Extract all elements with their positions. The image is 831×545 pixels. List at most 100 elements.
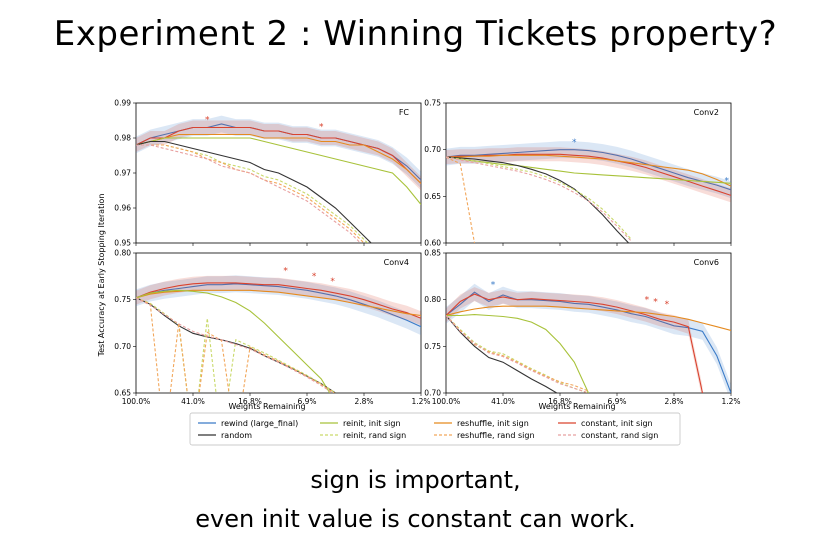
results-figure: Test Accuracy at Early Stopping Iteratio… xyxy=(90,95,750,455)
x-tick-label: 2.8% xyxy=(664,397,683,406)
panel-title: FC xyxy=(399,108,410,117)
series-line-rewind xyxy=(446,149,731,191)
x-tick-label: 16.8% xyxy=(238,397,262,406)
series-line-reshuffle_rand xyxy=(136,144,365,243)
series-line-reshuffle_rand xyxy=(446,315,589,392)
series-line-reinit_init xyxy=(446,156,731,184)
series-line-reshuffle_rand xyxy=(446,156,476,243)
best-marker-star: * xyxy=(724,176,729,186)
y-tick-label: 0.98 xyxy=(114,134,131,143)
caption-line-2: even init value is constant can work. xyxy=(195,505,636,533)
series-line-rewind xyxy=(446,291,731,393)
x-tick-label: 100.0% xyxy=(122,397,151,406)
y-tick-label: 0.70 xyxy=(114,342,131,351)
best-marker-star: * xyxy=(205,115,210,125)
series-line-constant_init xyxy=(446,293,704,393)
series-band-constant_init xyxy=(136,120,421,191)
series-line-reinit_rand xyxy=(446,156,632,240)
y-tick-label: 0.97 xyxy=(114,169,131,178)
series-line-reshuffle_init xyxy=(446,154,731,187)
series-line-random xyxy=(446,156,630,243)
legend-label-reinit_init: reinit, init sign xyxy=(343,419,401,428)
panel-conv4: 0.65 0.70 0.75 0.80 100.0% 41.0% 16.8% 6.9% 2.8%… xyxy=(114,249,430,407)
y-tick-label: 0.96 xyxy=(114,204,131,213)
best-marker-star: * xyxy=(665,300,670,310)
best-marker-star: * xyxy=(572,138,577,148)
y-tick-label: 0.85 xyxy=(424,249,441,258)
legend-label-reshuffle_init: reshuffle, init sign xyxy=(457,419,529,428)
series-line-reshuffle_init xyxy=(446,305,731,332)
legend-label-rewind: rewind (large_final) xyxy=(221,419,298,428)
y-tick-label: 0.70 xyxy=(424,389,441,398)
y-tick-label: 0.70 xyxy=(424,145,441,154)
y-tick-label: 0.95 xyxy=(114,239,131,248)
series-band-constant_init xyxy=(136,275,421,326)
series-line-reinit_init xyxy=(136,137,421,205)
series-line-random xyxy=(136,140,372,243)
x-tick-label: 41.0% xyxy=(181,397,205,406)
best-marker-star: * xyxy=(312,272,317,282)
series-line-reinit_rand xyxy=(136,297,336,393)
series-line-constant_rand xyxy=(136,144,362,243)
y-tick-label: 0.75 xyxy=(424,99,441,108)
y-tick-label: 0.65 xyxy=(424,192,441,201)
series-line-reinit_init xyxy=(136,289,331,393)
x-tick-label: 2.8% xyxy=(354,397,373,406)
series-band-constant_init xyxy=(446,287,703,393)
panel-title: Conv6 xyxy=(694,258,719,267)
legend-label-random: random xyxy=(221,431,252,440)
series-line-reinit_rand xyxy=(446,315,589,393)
panel-frame xyxy=(445,102,732,244)
best-marker-star: * xyxy=(330,277,335,287)
series-line-reinit_rand xyxy=(136,144,369,243)
series-band-rewind xyxy=(136,115,421,189)
series-line-reinit_init xyxy=(446,314,589,393)
panel-conv2: 0.60 0.65 0.70 0.75 Conv2 * * xyxy=(424,99,732,248)
panel-title: Conv2 xyxy=(694,108,719,117)
slide-title: Experiment 2 : Winning Tickets property? xyxy=(53,14,778,54)
panel-conv6: 0.70 0.75 0.80 0.85 100.0% 41.0% 16.8% 6.9% 2.8%… xyxy=(424,249,740,407)
series-line-random xyxy=(446,315,558,393)
x-tick-label: 100.0% xyxy=(432,397,461,406)
series-line-random xyxy=(136,297,336,393)
best-marker-star: * xyxy=(653,297,658,307)
y-tick-label: 0.65 xyxy=(114,389,131,398)
series-line-reshuffle_init xyxy=(136,133,421,184)
panel-title: Conv4 xyxy=(384,258,409,267)
y-axis-label: Test Accuracy at Early Stopping Iteratio… xyxy=(97,194,106,358)
series-line-constant_rand xyxy=(446,315,589,393)
best-marker-star: * xyxy=(645,295,650,305)
y-tick-label: 0.60 xyxy=(424,239,441,248)
x-axis-label-right: Weights Remaining xyxy=(538,402,615,411)
legend: rewind (large_final) reinit, init sign res… xyxy=(189,412,681,446)
y-tick-label: 0.75 xyxy=(424,342,441,351)
series-line-constant_rand xyxy=(446,156,632,242)
legend-label-reinit_rand: reinit, rand sign xyxy=(343,431,406,440)
best-marker-star: * xyxy=(491,281,496,291)
x-tick-label: 1.2% xyxy=(411,397,430,406)
x-tick-label: 41.0% xyxy=(491,397,515,406)
series-band-constant_init xyxy=(446,147,731,203)
legend-label-constant_rand: constant, rand sign xyxy=(581,431,658,440)
caption-line-1: sign is important, xyxy=(310,466,521,494)
x-tick-label: 1.2% xyxy=(721,397,740,406)
y-tick-label: 0.75 xyxy=(114,295,131,304)
panel-frame xyxy=(135,252,422,394)
y-tick-label: 0.80 xyxy=(114,249,131,258)
x-tick-label: 6.9% xyxy=(607,397,626,406)
series-line-constant_init xyxy=(136,282,421,319)
legend-label-reshuffle_rand: reshuffle, rand sign xyxy=(457,431,535,440)
best-marker-star: * xyxy=(283,267,288,277)
legend-box xyxy=(189,412,681,446)
best-marker-star: * xyxy=(319,122,324,132)
series-line-constant_rand xyxy=(136,297,334,393)
panel-fc: 0.95 0.96 0.97 0.98 0.99 FC * * xyxy=(114,99,422,248)
y-tick-label: 0.99 xyxy=(114,99,131,108)
chart-svg: Test Accuracy at Early Stopping Iteratio… xyxy=(97,99,741,446)
y-tick-label: 0.80 xyxy=(424,295,441,304)
series-line-constant_init xyxy=(136,126,421,184)
legend-label-constant_init: constant, init sign xyxy=(581,419,653,428)
x-axis-label-left: Weights Remaining xyxy=(228,402,305,411)
x-tick-label: 16.8% xyxy=(548,397,572,406)
x-tick-label: 6.9% xyxy=(297,397,316,406)
